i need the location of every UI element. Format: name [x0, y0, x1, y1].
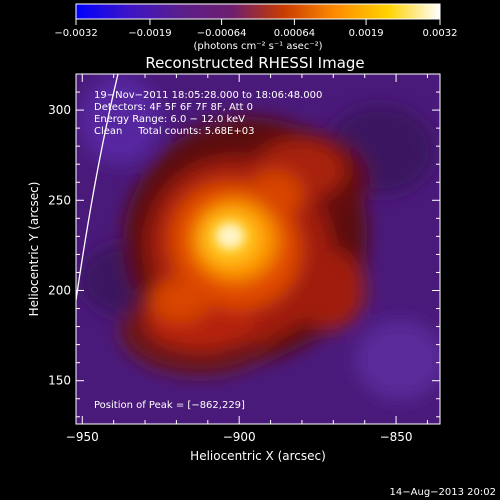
heatmap-image [76, 74, 440, 424]
x-axis-label: Heliocentric X (arcsec) [190, 449, 326, 463]
y-axis: 150 200 250 300 [48, 73, 440, 418]
colorbar-tick-label: −0.0019 [128, 28, 171, 39]
annotation-energy: Energy Range: 6.0 − 12.0 keV [94, 114, 245, 125]
y-tick-label: 150 [48, 374, 71, 388]
colorbar-bar [75, 3, 441, 20]
y-tick-label: 250 [48, 193, 71, 207]
colorbar-tick-label: −0.0032 [54, 28, 97, 39]
y-axis-label: Heliocentric Y (arcsec) [27, 182, 41, 317]
colorbar: −0.0032 −0.0019 −0.00064 0.00064 0.0019 0.003… [54, 3, 458, 52]
x-tick-label: −900 [223, 430, 256, 444]
annotation-time-range: 19−Nov−2011 18:05:28.000 to 18:06:48.000 [94, 90, 322, 101]
colorbar-tick-label: 0.0019 [349, 28, 384, 39]
colorbar-tick-label: 0.0032 [423, 28, 458, 39]
annotation-clean: Clean Total counts: 5.68E+03 [94, 126, 254, 137]
annotation-detectors: Detectors: 4F 5F 6F 7F 8F, Att 0 [94, 102, 253, 113]
heatmap-blobs [80, 75, 440, 400]
solar-limb [76, 74, 119, 301]
plot-frame [75, 73, 441, 425]
annotation-peak: Position of Peak = [−862,229] [94, 400, 245, 411]
peak-core [216, 223, 244, 249]
x-tick-label: −950 [66, 430, 99, 444]
chart-title: Reconstructed RHESSI Image [145, 54, 364, 72]
y-tick-label: 300 [48, 103, 71, 117]
footer-date: 14−Aug−2013 20:02 [390, 487, 496, 498]
x-tick-label: −850 [380, 430, 413, 444]
y-tick-label: 200 [48, 283, 71, 297]
x-axis: −950−900−850−800 [66, 74, 428, 444]
colorbar-tick-label: −0.00064 [197, 28, 247, 39]
colorbar-tick-label: 0.00064 [274, 28, 315, 39]
colorbar-unit-label: (photons cm⁻² s⁻¹ asec⁻²) [193, 41, 322, 52]
colorbar-ticks: −0.0032 −0.0019 −0.00064 0.00064 0.0019 0.003… [54, 19, 458, 39]
annotations: 19−Nov−2011 18:05:28.000 to 18:06:48.000… [94, 90, 322, 411]
